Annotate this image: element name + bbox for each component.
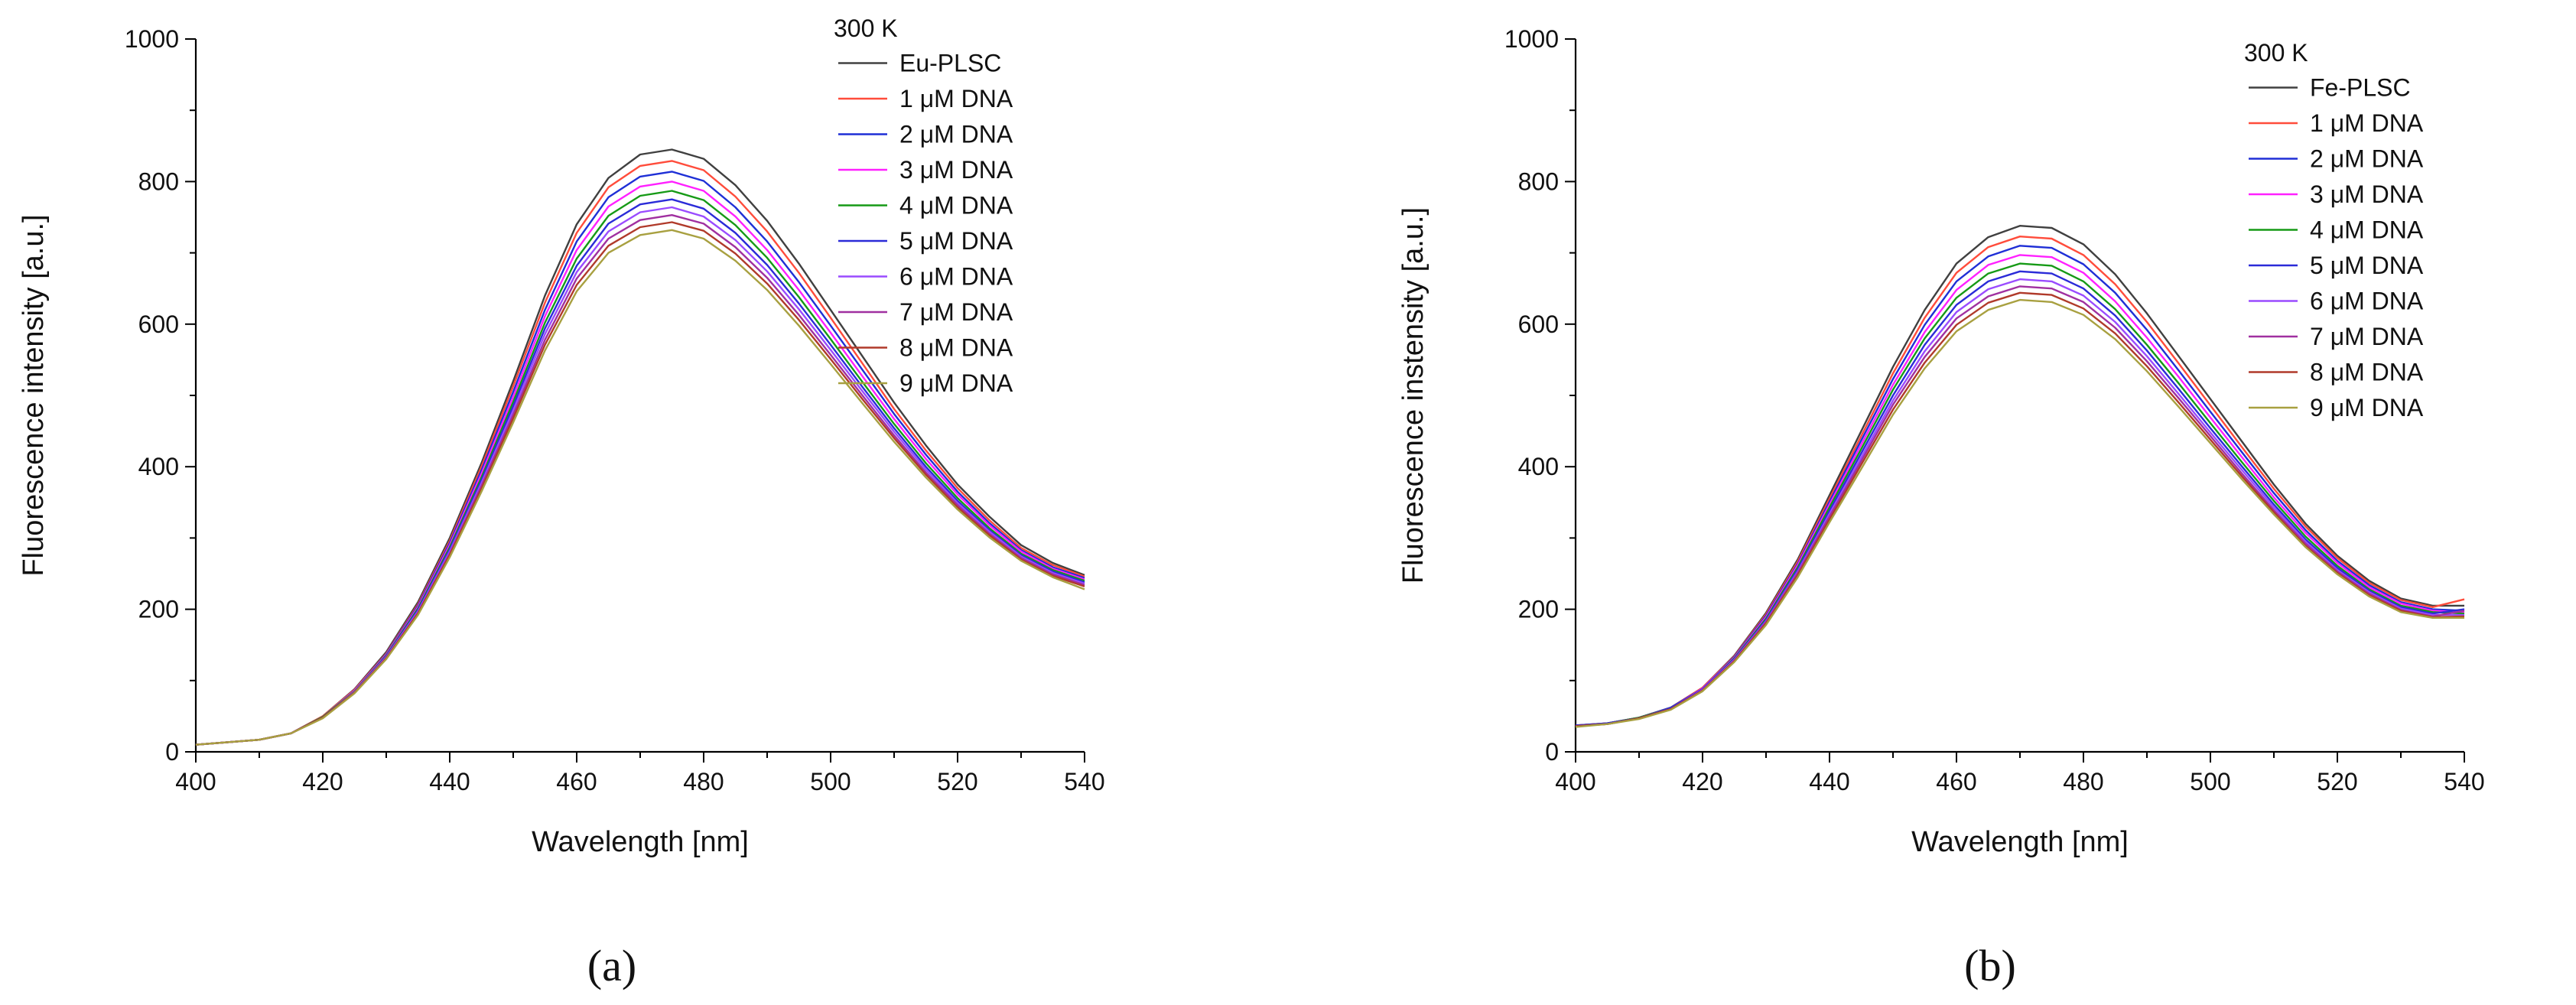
panel-caption: (a) — [587, 941, 636, 990]
x-tick-label: 400 — [1555, 768, 1595, 795]
y-tick-label: 0 — [1545, 738, 1559, 766]
legend-entry: 3 μM DNA — [899, 156, 1013, 184]
x-tick-label: 540 — [2444, 768, 2484, 795]
y-tick-label: 0 — [165, 738, 179, 766]
legend-entry: 4 μM DNA — [2310, 216, 2424, 244]
legend-entry: Eu-PLSC — [899, 50, 1001, 77]
x-tick-label: 440 — [1809, 768, 1849, 795]
legend-entry: 2 μM DNA — [2310, 145, 2424, 173]
legend-title: 300 K — [2244, 39, 2308, 67]
legend-entry: 7 μM DNA — [2310, 323, 2424, 350]
x-axis-label: Wavelength [nm] — [532, 826, 749, 858]
y-tick-label: 800 — [1518, 168, 1559, 195]
y-axis-label: Fluorescence instensity [a.u.] — [1397, 207, 1429, 584]
x-tick-label: 420 — [302, 768, 343, 795]
y-tick-label: 600 — [1518, 311, 1559, 338]
y-tick-label: 400 — [138, 453, 179, 480]
x-tick-label: 480 — [683, 768, 724, 795]
legend-entry: 9 μM DNA — [899, 369, 1013, 397]
legend-entry: 1 μM DNA — [2310, 109, 2424, 137]
series-line-9 — [195, 229, 1085, 746]
y-tick-label: 1000 — [125, 25, 179, 53]
legend-entry: 8 μM DNA — [899, 334, 1013, 362]
x-tick-label: 460 — [556, 768, 597, 795]
legend-entry: 6 μM DNA — [899, 263, 1013, 291]
y-tick-label: 400 — [1518, 453, 1559, 480]
legend-entry: 5 μM DNA — [899, 227, 1013, 255]
y-axis-label: Fluorescence intensity [a.u.] — [18, 214, 50, 576]
legend-entry: 2 μM DNA — [899, 121, 1013, 148]
legend-entry: 3 μM DNA — [2310, 181, 2424, 208]
legend-entry: Fe-PLSC — [2310, 74, 2411, 102]
legend-entry: 4 μM DNA — [899, 192, 1013, 220]
series-line-9 — [1575, 298, 2464, 728]
x-tick-label: 420 — [1682, 768, 1722, 795]
x-tick-label: 520 — [2317, 768, 2357, 795]
y-tick-label: 200 — [1518, 596, 1559, 623]
y-tick-label: 1000 — [1504, 25, 1559, 53]
legend-entry: 9 μM DNA — [2310, 394, 2424, 421]
y-tick-label: 800 — [138, 168, 179, 195]
legend-entry: 7 μM DNA — [899, 298, 1013, 326]
x-axis-label: Wavelength [nm] — [1911, 826, 2129, 858]
legend-title: 300 K — [834, 15, 898, 42]
x-tick-label: 520 — [937, 768, 977, 795]
legend-entry: 6 μM DNA — [2310, 288, 2424, 315]
panel-caption: (b) — [1964, 941, 2016, 990]
series-line-2 — [1575, 245, 2465, 727]
x-tick-label: 480 — [2063, 768, 2103, 795]
y-tick-label: 200 — [138, 596, 179, 623]
y-tick-label: 600 — [138, 311, 179, 338]
x-tick-label: 440 — [429, 768, 470, 795]
chart-panel-a: 400 420 440 460 480 500 520 540 0 200 400 600 800 100… — [18, 15, 1105, 990]
x-tick-label: 460 — [1936, 768, 1976, 795]
chart-panel-b: 400 420 440 460 480 500 520 540 0 200 400 600 800 100… — [1397, 25, 2485, 990]
series-line-7 — [1575, 285, 2465, 727]
legend-entry: 1 μM DNA — [899, 85, 1013, 112]
x-tick-label: 500 — [2190, 768, 2230, 795]
x-tick-label: 400 — [175, 768, 216, 795]
x-tick-label: 500 — [810, 768, 851, 795]
legend-entry: 8 μM DNA — [2310, 359, 2424, 386]
series-line-2 — [195, 171, 1085, 746]
legend-entry: 5 μM DNA — [2310, 252, 2424, 279]
x-tick-label: 540 — [1064, 768, 1104, 795]
